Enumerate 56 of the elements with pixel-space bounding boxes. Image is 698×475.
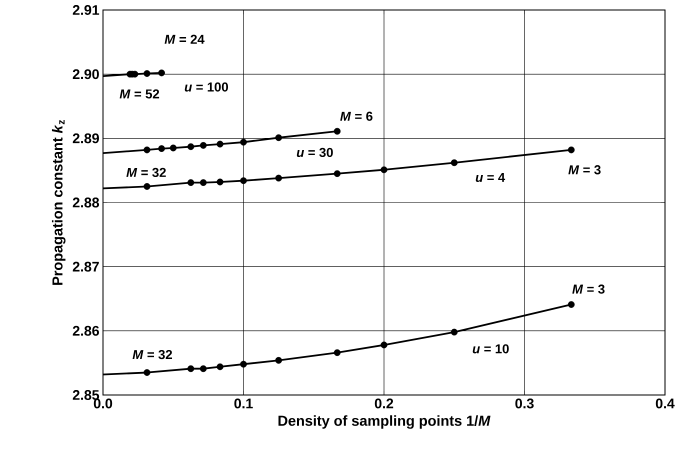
x-tick-label: 0.0 [94, 398, 112, 408]
y-tick-label: 2.85 [72, 390, 100, 400]
x-tick-label: 0.4 [656, 398, 675, 408]
y-axis-title: Propagation constant k$_{z}$ [52, 120, 66, 285]
point [568, 301, 575, 308]
point [568, 146, 575, 154]
point [187, 365, 194, 372]
point [144, 146, 150, 154]
point [240, 360, 247, 368]
point [216, 363, 224, 370]
y-tick-label: 2.91 [72, 5, 100, 15]
point [216, 140, 224, 148]
point [144, 70, 150, 77]
annotation: M = 52 [120, 89, 160, 99]
point [187, 179, 194, 186]
point [144, 183, 150, 190]
annotation: M = 24 [164, 34, 205, 44]
point [170, 144, 177, 152]
point [450, 328, 458, 336]
annotation: u = 4 [476, 172, 506, 182]
annotation: u = 30 [296, 148, 333, 158]
annotation: M = 3 [568, 165, 601, 174]
point [200, 179, 207, 186]
y-tick-label: 2.89 [72, 133, 99, 144]
point [216, 178, 224, 186]
point [158, 70, 165, 76]
point [240, 177, 247, 184]
annotation: u = 10 [472, 344, 509, 354]
point [158, 145, 165, 152]
point [275, 174, 282, 182]
y-tick-label: 2.90 [72, 69, 99, 80]
point [275, 356, 282, 364]
point [380, 166, 388, 174]
x-tick-label: 0.1 [234, 398, 253, 408]
point [450, 159, 458, 166]
annotation: M = 32 [126, 168, 166, 178]
y-tick-label: 2.86 [72, 326, 99, 336]
point [187, 143, 194, 150]
x-tick-label: 0.3 [515, 398, 534, 408]
point [200, 142, 207, 149]
point [240, 138, 247, 146]
annotation: M = 6 [340, 112, 372, 121]
annotation: M = 32 [132, 350, 172, 360]
point [334, 170, 341, 178]
annotation: M = 3 [572, 284, 605, 294]
point [200, 365, 207, 372]
x-axis-title: Density of sampling points 1/M [278, 415, 490, 429]
point [380, 342, 388, 348]
y-tick-label: 2.88 [72, 198, 100, 208]
point [275, 134, 282, 142]
point [334, 349, 341, 356]
x-tick-label: 0.2 [374, 398, 394, 408]
point [334, 128, 341, 135]
y-tick-label: 2.87 [72, 262, 99, 272]
annotation: u = 100 [184, 82, 228, 92]
point [144, 369, 150, 376]
